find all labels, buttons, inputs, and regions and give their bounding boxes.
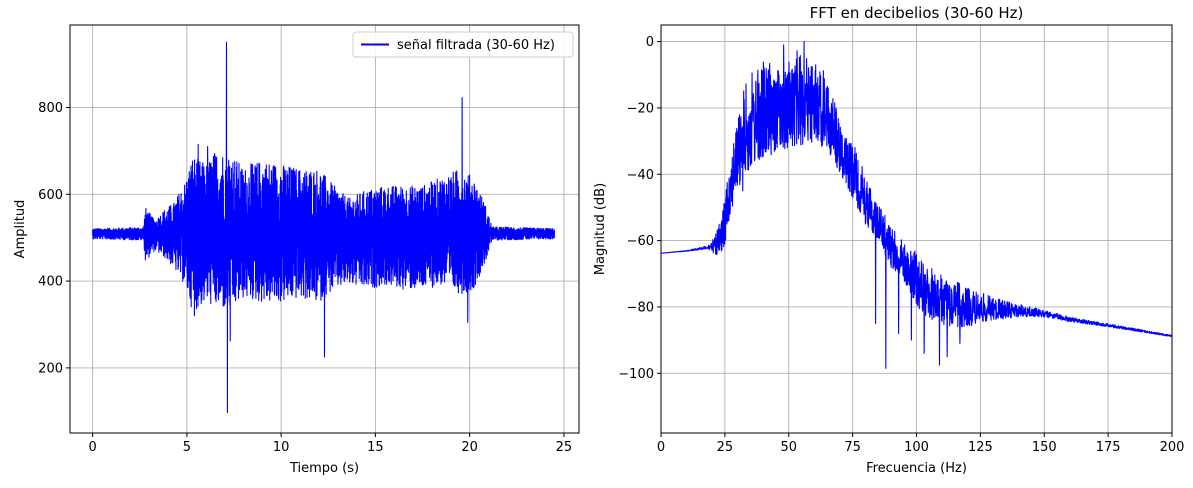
- fft-chart-title: FFT en decibelios (30-60 Hz): [810, 4, 1024, 22]
- fft-series-line: [661, 41, 1172, 369]
- time-y-tick-label: 600: [38, 188, 63, 203]
- fft-x-tick-label: 50: [780, 440, 797, 455]
- legend-box: [352, 31, 574, 58]
- time-y-tick-label: 200: [38, 361, 63, 376]
- time-x-tick-label: 5: [183, 440, 191, 455]
- fft-x-tick-label: 175: [1096, 440, 1121, 455]
- fft-x-tick-label: 100: [904, 440, 929, 455]
- time-x-axis-label: Tiempo (s): [289, 461, 359, 476]
- time-x-tick-label: 25: [556, 440, 573, 455]
- fft-y-tick-label: −60: [627, 234, 654, 249]
- time-signal-plot-area: [92, 41, 556, 414]
- time-x-tick-label: 20: [461, 440, 478, 455]
- fft-x-tick-label: 25: [717, 440, 734, 455]
- fft-y-tick-label: 0: [646, 35, 654, 50]
- fft-y-tick-label: −80: [627, 300, 654, 315]
- time-signal-chart: 0 5 10 15 20 25 200 400 600 800 Tiempo (s) Amplit…: [13, 24, 580, 476]
- time-plot-frame: [69, 24, 580, 434]
- time-y-tick-label: 800: [38, 101, 63, 116]
- fft-x-axis-label: Frecuencia (Hz): [866, 461, 967, 476]
- fft-x-tick-label: 200: [1160, 440, 1185, 455]
- time-axis-ticks: 0 5 10 15 20 25 200 400 600 800: [38, 101, 572, 455]
- fft-x-tick-label: 0: [657, 440, 665, 455]
- time-x-tick-label: 10: [273, 440, 290, 455]
- time-y-tick-label: 400: [38, 275, 63, 290]
- time-x-tick-label: 0: [88, 440, 96, 455]
- time-series-line: [92, 41, 556, 414]
- fft-plot-area: [661, 41, 1172, 369]
- fft-axis-ticks: 0 25 50 75 100 125 150 175 200 0 −20 −40 −60 −80 −100: [618, 35, 1184, 455]
- fft-x-tick-label: 150: [1032, 440, 1057, 455]
- time-legend: señal filtrada (30-60 Hz): [352, 31, 574, 58]
- fft-y-tick-label: −100: [618, 367, 654, 382]
- fft-y-tick-label: −40: [627, 168, 654, 183]
- time-y-axis-label: Amplitud: [13, 200, 28, 259]
- legend-entry-filtered-signal: señal filtrada (30-60 Hz): [397, 38, 555, 53]
- fft-x-tick-label: 75: [844, 440, 861, 455]
- fft-x-tick-label: 125: [968, 440, 993, 455]
- fft-chart: 0 25 50 75 100 125 150 175 2000−20−40−60−80−100 …: [593, 4, 1184, 476]
- fft-y-axis-label: Magnitud (dB): [593, 183, 608, 275]
- time-x-tick-label: 15: [367, 440, 384, 455]
- fft-y-tick-label: −20: [627, 101, 654, 116]
